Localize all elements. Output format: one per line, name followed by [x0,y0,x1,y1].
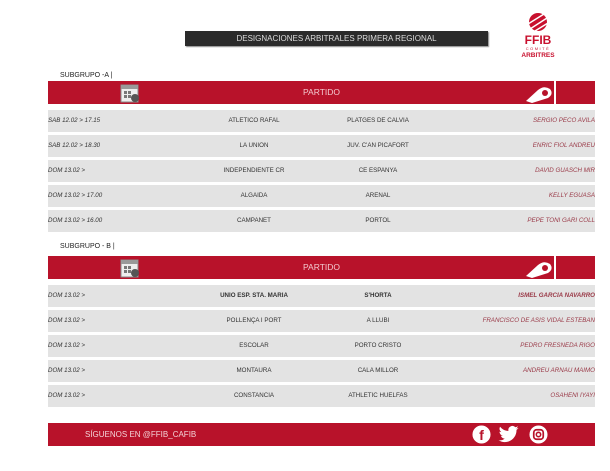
ffib-logo: FFIB COMITÈ ARBITRES [521,13,555,59]
partido-header: PARTIDO [303,262,340,272]
away-team: ATHLETIC HUELFAS [348,392,408,399]
subgroup-label: SUBGRUPO -A | [60,72,113,79]
footer-bar: SÍGUENOS EN @FFIB_CAFIB f [48,423,595,446]
page-title: DESIGNACIONES ARBITRALES PRIMERA REGIONA… [185,31,488,46]
table-row: DOM 13.02 > 17.00 ALGAIDA ARENAL KELLY E… [48,185,595,207]
referee: FRANCISCO DE ASIS VIDAL ESTEBAN [482,317,595,324]
table-row: SAB 12.02 > 17.15 ATLETICO RAFAL PLATGES… [48,110,595,132]
home-team: INDEPENDIENTE CR [223,167,285,174]
facebook-icon[interactable]: f [472,425,491,444]
match-date: DOM 13.02 > [48,167,85,174]
away-team: S'HORTA [364,292,392,299]
home-team: CAMPANET [237,217,271,224]
table-header: PARTIDO [48,81,595,104]
referee: ENRIC FIOL ANDREU [532,142,595,149]
calendar-icon [120,84,139,103]
svg-text:FFIB: FFIB [525,33,552,47]
table-row: DOM 13.02 > ESCOLAR PORTO CRISTO PEDRO F… [48,335,595,357]
match-date: SAB 12.02 > 17.15 [48,117,101,124]
referee: SERGIO PECO AVILA [532,117,595,124]
referee: DAVID GUASCH MIR [535,167,595,174]
svg-text:f: f [479,428,484,444]
home-team: ALGAIDA [240,192,268,199]
table-row: SAB 12.02 > 18.30 LA UNION JUV. C'AN PIC… [48,135,595,157]
home-team: ATLETICO RAFAL [228,117,280,124]
referee: OSAHENI IYAYI [550,392,595,399]
home-team: POLLENÇA I PORT [226,317,282,324]
referee: PEPE TONI GARI COLL [527,217,595,224]
match-date: DOM 13.02 > 17.00 [48,192,103,199]
match-date: DOM 13.02 > [48,392,85,399]
table-row: DOM 13.02 > UNIO ESP. STA. MARIA S'HORTA… [48,285,595,307]
home-team: UNIO ESP. STA. MARIA [220,292,288,299]
home-team: LA UNION [239,142,269,149]
away-team: PORTOL [365,217,391,224]
whistle-icon [526,87,552,103]
table-row: DOM 13.02 > 16.00 CAMPANET PORTOL PEPE T… [48,210,595,232]
match-date: DOM 13.02 > 16.00 [48,217,103,224]
whistle-icon [526,262,552,278]
home-team: CONSTANCIA [233,392,275,399]
calendar-icon [120,259,139,278]
referee: ANDREU ARNAU MAIMO [523,367,595,374]
partido-header: PARTIDO [303,87,340,97]
away-team: CALA MILLOR [357,367,399,374]
table-row: DOM 13.02 > INDEPENDIENTE CR CE ESPANYA … [48,160,595,182]
away-team: PLATGES DE CALVIA [347,117,409,124]
referee: KELLY EGUASA [548,192,595,199]
match-date: DOM 13.02 > [48,342,85,349]
match-date: DOM 13.02 > [48,292,85,299]
home-team: MONTAURA [236,367,272,374]
match-date: DOM 13.02 > [48,367,85,374]
table-row: DOM 13.02 > MONTAURA CALA MILLOR ANDREU … [48,360,595,382]
away-team: ARENAL [365,192,391,199]
subgroup-label: SUBGRUPO - B | [60,243,115,250]
twitter-icon[interactable] [498,425,520,444]
instagram-icon[interactable] [529,425,548,444]
svg-text:ARBITRES: ARBITRES [521,52,555,59]
table-row: DOM 13.02 > CONSTANCIA ATHLETIC HUELFAS … [48,385,595,407]
referee: PEDRO FRESNEDA RIGO [520,342,595,349]
table-header: PARTIDO [48,256,595,279]
away-team: A LLUBI [366,317,390,324]
table-row: DOM 13.02 > POLLENÇA I PORT A LLUBI FRAN… [48,310,595,332]
home-team: ESCOLAR [239,342,269,349]
referee: ISMEL GARCIA NAVARRO [518,292,595,299]
svg-text:COMITÈ: COMITÈ [526,46,551,51]
match-date: SAB 12.02 > 18.30 [48,142,101,149]
match-date: DOM 13.02 > [48,317,85,324]
away-team: PORTO CRISTO [354,342,402,349]
footer-text: SÍGUENOS EN @FFIB_CAFIB [85,430,197,439]
away-team: JUV. C'AN PICAFORT [347,142,409,149]
away-team: CE ESPANYA [358,167,398,174]
